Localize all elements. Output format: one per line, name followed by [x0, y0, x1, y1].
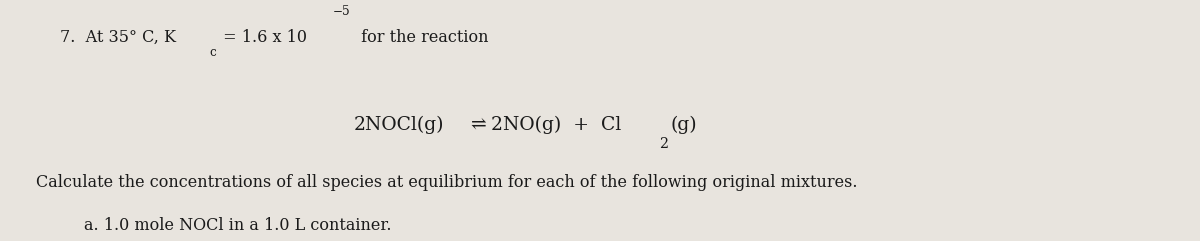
Text: Calculate the concentrations of all species at equilibrium for each of the follo: Calculate the concentrations of all spec…	[36, 174, 858, 191]
Text: a. 1.0 mole NOCl in a 1.0 L container.: a. 1.0 mole NOCl in a 1.0 L container.	[84, 217, 391, 234]
Text: 2NO(g)  +  Cl: 2NO(g) + Cl	[491, 116, 622, 134]
Text: 2: 2	[659, 137, 668, 151]
Text: (g): (g)	[671, 116, 697, 134]
Text: for the reaction: for the reaction	[356, 29, 488, 46]
Text: ⇌: ⇌	[470, 116, 486, 134]
Text: 2NOCl(g): 2NOCl(g)	[354, 116, 444, 134]
Text: 7.  At 35° C, K: 7. At 35° C, K	[60, 29, 176, 46]
Text: −5: −5	[334, 5, 350, 18]
Text: c: c	[210, 46, 216, 59]
Text: = 1.6 x 10: = 1.6 x 10	[218, 29, 307, 46]
